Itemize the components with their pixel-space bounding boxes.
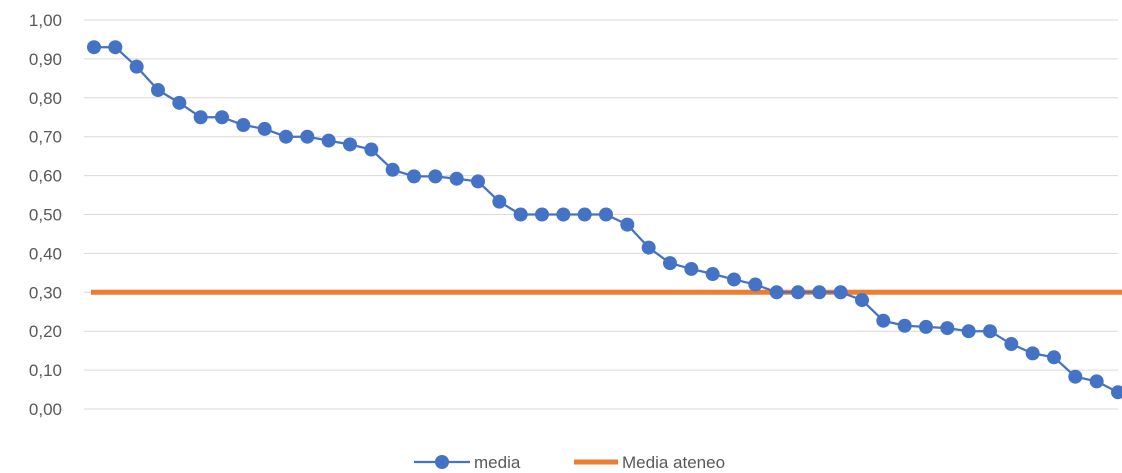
media-point	[919, 319, 933, 334]
y-tick-label: 0,10	[29, 361, 62, 380]
media-point	[1111, 385, 1122, 400]
media-point	[300, 129, 315, 144]
y-tick-label: 0,60	[29, 167, 62, 186]
media-point	[364, 142, 379, 157]
series-media	[87, 40, 1122, 400]
y-tick-label: 0,50	[29, 206, 62, 225]
media-point	[407, 169, 421, 184]
media-point	[961, 324, 976, 339]
media-point	[769, 285, 784, 300]
media-point	[1068, 369, 1083, 384]
media-point	[449, 171, 464, 186]
media-point	[385, 162, 400, 177]
y-tick-label: 0,40	[29, 244, 62, 263]
media-point	[620, 217, 635, 232]
media-point	[705, 267, 720, 282]
media-point	[257, 121, 272, 136]
media-point	[108, 40, 123, 55]
y-tick-label: 0,90	[29, 50, 62, 69]
media-point	[492, 194, 507, 209]
media-point	[663, 256, 677, 271]
media-point	[236, 118, 251, 133]
media-point	[471, 174, 485, 189]
media-point	[855, 293, 869, 308]
media-point	[748, 277, 763, 292]
y-tick-label: 0,00	[29, 400, 62, 419]
media-point	[876, 313, 891, 328]
media-point	[87, 40, 101, 55]
media-point	[1025, 346, 1040, 361]
y-tick-label: 0,30	[29, 283, 62, 302]
media-point	[279, 129, 293, 144]
legend-item-media: media	[414, 453, 521, 472]
media-point	[513, 207, 528, 222]
legend-marker-media	[435, 455, 449, 469]
media-point	[897, 318, 912, 333]
media-point	[599, 207, 613, 222]
y-tick-label: 1,00	[29, 11, 62, 30]
media-point	[215, 110, 229, 125]
media-point	[321, 133, 336, 148]
y-tick-label: 0,80	[29, 89, 62, 108]
media-point	[193, 110, 208, 125]
media-point	[1047, 350, 1061, 365]
media-point	[833, 285, 848, 300]
legend-label-media: media	[474, 453, 521, 472]
media-point	[791, 285, 805, 300]
legend-item-media-ateneo: Media ateneo	[574, 453, 725, 472]
media-point	[172, 95, 187, 110]
y-tick-label: 0,20	[29, 322, 62, 341]
media-point	[727, 272, 741, 287]
media-point	[343, 137, 357, 152]
media-point	[983, 324, 997, 339]
media-point	[428, 169, 443, 184]
legend: media Media ateneo	[414, 453, 725, 472]
media-point	[1089, 374, 1104, 389]
media-point	[812, 285, 827, 300]
media-point	[556, 207, 571, 222]
media-point	[684, 261, 699, 276]
media-point	[1004, 337, 1019, 352]
legend-label-media-ateneo: Media ateneo	[622, 453, 725, 472]
media-point	[151, 83, 165, 98]
media-point	[129, 59, 144, 74]
media-point	[535, 207, 549, 222]
media-point	[940, 321, 955, 336]
y-tick-label: 0,70	[29, 128, 62, 147]
media-point	[577, 207, 592, 222]
media-point	[641, 240, 656, 255]
y-axis: 0,00 0,10 0,20 0,30 0,40 0,50 0,60 0,70 0,80 0,90…	[29, 11, 62, 419]
